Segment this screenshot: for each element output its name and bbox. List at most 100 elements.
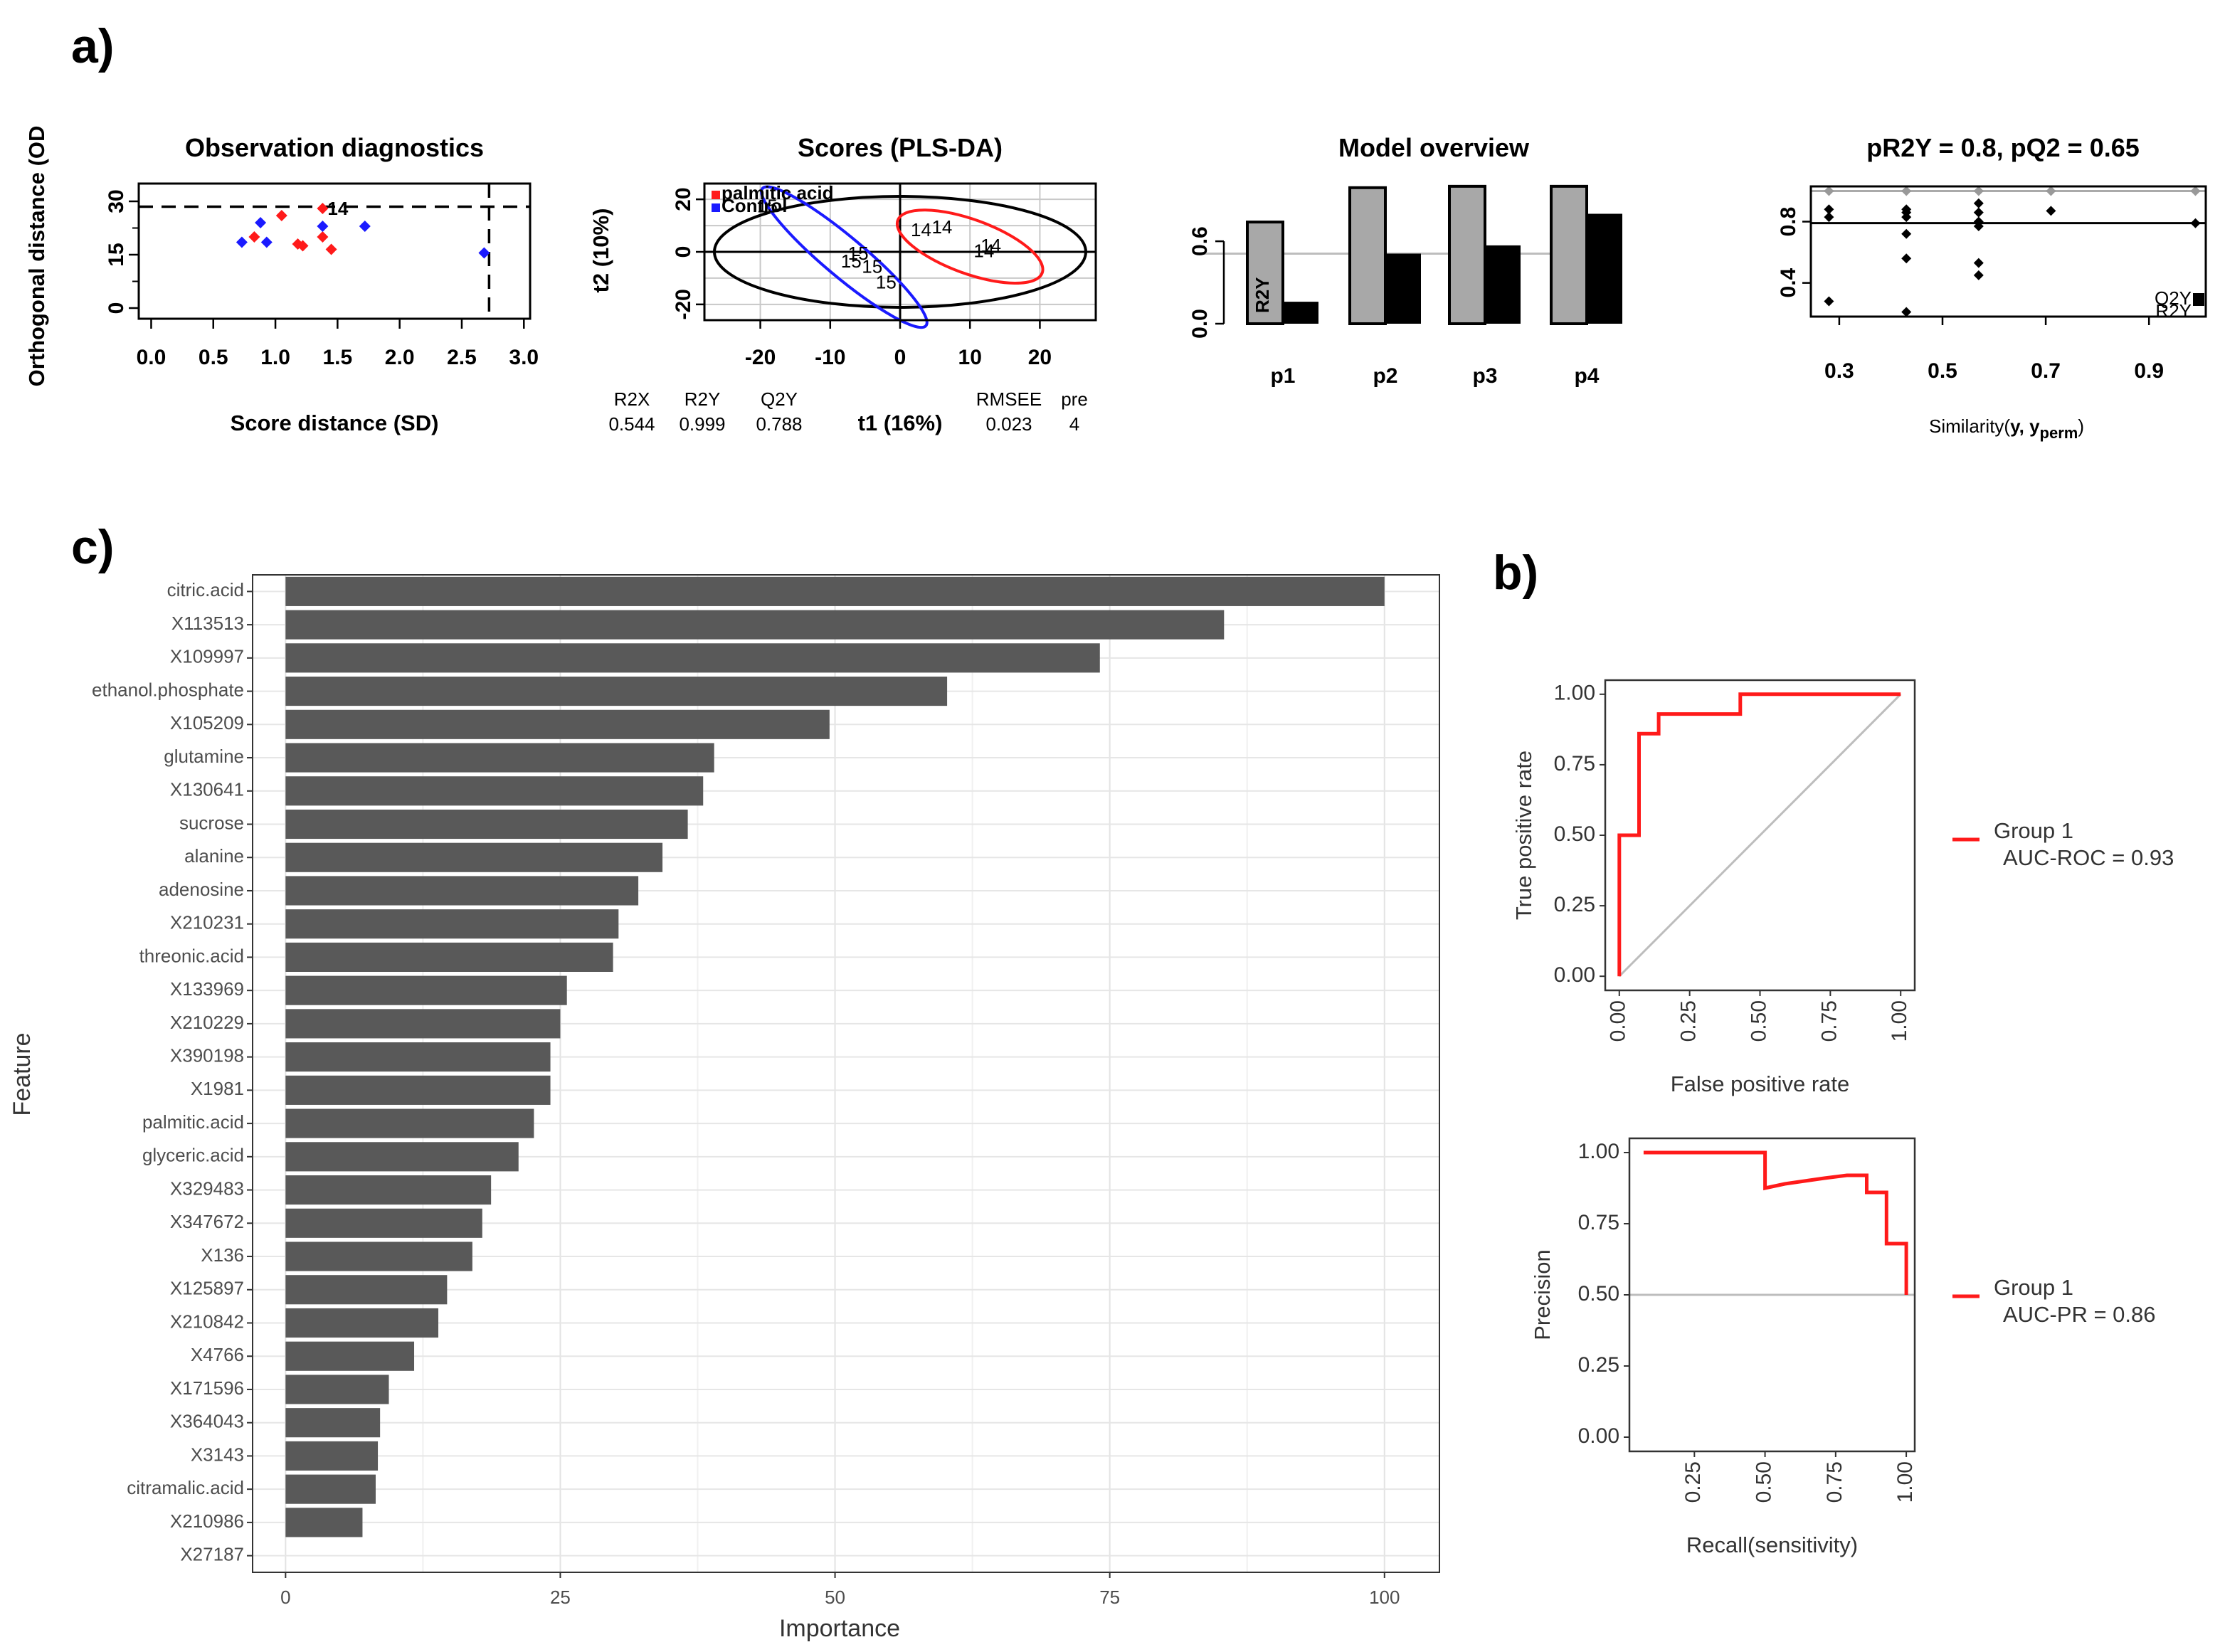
importance-bar (285, 1175, 492, 1205)
importance-bar (285, 942, 613, 972)
chart-title: Scores (PLS-DA) (798, 133, 1003, 162)
x-axis-label: Importance (779, 1615, 900, 1642)
feature-label: X390198 (170, 1045, 244, 1066)
importance-bar (285, 1108, 534, 1138)
y-axis-label: Orthogonal distance (OD (24, 126, 49, 387)
q2y-point (1973, 198, 1984, 208)
importance-bar (285, 1341, 415, 1371)
feature-label: X27187 (180, 1544, 244, 1565)
x-tick-label: 0.0 (137, 346, 166, 369)
x-axis-label: Recall(sensitivity) (1686, 1532, 1858, 1557)
importance-bar (285, 576, 1385, 606)
stat-label: RMSEE (976, 388, 1042, 410)
feature-label: X133969 (170, 978, 244, 1000)
x-label-subscript: perm (2040, 424, 2078, 442)
panel-letter-a: a) (71, 19, 114, 73)
x-tick-label: 0.25 (1677, 1000, 1701, 1042)
x-tick-label: 1.00 (1893, 1461, 1917, 1503)
r2y-bar (1246, 221, 1284, 325)
plot-frame (1809, 185, 2207, 318)
importance-bar (285, 909, 619, 939)
legend-r2y: R2Y (2155, 300, 2192, 322)
palmitic-point-label: 14 (973, 240, 994, 261)
stat-value: 0.544 (608, 413, 655, 435)
control-point-label: 15 (757, 196, 778, 217)
r2y-point (2190, 186, 2201, 196)
red-observation-point (297, 240, 309, 252)
x-tick-label: 0.75 (1823, 1461, 1846, 1503)
importance-bar (285, 743, 714, 773)
x-tick-label: 10 (958, 346, 982, 369)
importance-bar (285, 1275, 448, 1305)
x-tick-label: 0.50 (1752, 1461, 1775, 1503)
stat-value: 0.023 (985, 413, 1032, 435)
y-axis-label: True positive rate (1511, 751, 1536, 920)
x-tick-label: 0.3 (1824, 359, 1854, 383)
feature-label: threonic.acid (139, 945, 244, 966)
control-point-label: 15 (876, 272, 897, 293)
y-tick-label: 0.00 (1578, 1424, 1619, 1448)
feature-label: X210986 (170, 1510, 244, 1532)
r2y-point (1901, 186, 1912, 196)
curve-line (1617, 692, 1901, 977)
y-tick-label: 0.75 (1578, 1211, 1619, 1234)
importance-bar (285, 1375, 389, 1404)
legend-control: Control (722, 195, 787, 216)
feature-label: X3143 (191, 1444, 244, 1465)
blue-observation-point (359, 221, 371, 232)
blue-observation-point (317, 221, 329, 232)
y-tick-label: 0.50 (1578, 1282, 1619, 1306)
x-tick-label: 0.5 (199, 346, 228, 369)
importance-bar (285, 1075, 551, 1105)
control-point-label: 15 (862, 256, 882, 277)
palmitic-point-label: 14 (911, 219, 931, 240)
importance-bar (285, 1474, 376, 1504)
x-tick-label: -10 (815, 346, 845, 369)
stat-label: R2Y (684, 388, 721, 410)
legend-q2y: Q2Y (2155, 287, 2192, 309)
q2y-point (1824, 296, 1834, 307)
outlier-label: 14 (327, 198, 348, 219)
x-axis-label: Similarity(y, yperm) (1929, 415, 2084, 442)
q2y-point (1901, 228, 1912, 239)
feature-label: citric.acid (167, 579, 244, 600)
feature-label: X364043 (170, 1411, 244, 1432)
x-tick-label: 20 (1028, 346, 1052, 369)
importance-bar (285, 1208, 482, 1238)
importance-bar (285, 776, 704, 806)
legend-swatch-blue (712, 203, 720, 212)
x-label-bold: y, y (2010, 415, 2040, 437)
stat-value: 4 (1069, 413, 1079, 435)
x-tick-label: 0 (280, 1587, 290, 1608)
x-axis-label: Score distance (SD) (231, 411, 439, 435)
blue-observation-point (260, 236, 273, 248)
importance-bar (285, 610, 1225, 640)
q2y-point (2046, 206, 2056, 216)
blue-observation-point (236, 236, 248, 248)
y-tick-label: 0.25 (1578, 1353, 1619, 1377)
q2y-point (1901, 212, 1912, 223)
feature-label: glyceric.acid (142, 1145, 244, 1166)
stat-label: pre (1061, 388, 1088, 410)
x-axis-label: False positive rate (1671, 1071, 1850, 1096)
feature-label: X210842 (170, 1311, 244, 1332)
model-overview-chart: Model overview p1 p2 p3 p4 R2Y 0.0 0.6 (1188, 133, 1622, 388)
feature-label: glutamine (164, 746, 244, 767)
q2y-bar (1587, 213, 1622, 324)
feature-label: X1981 (191, 1078, 244, 1099)
y-tick-label: 20 (672, 187, 695, 211)
r2y-point (1824, 186, 1834, 196)
legend-group: Group 1 (1994, 818, 2073, 843)
q2y-point (1973, 258, 1984, 268)
feature-label: X125897 (170, 1278, 244, 1299)
importance-bar (285, 1508, 363, 1537)
red-observation-point (317, 203, 329, 214)
y-tick-label: 0.75 (1554, 752, 1595, 775)
feature-label: citramalic.acid (127, 1477, 244, 1498)
importance-bar (285, 677, 948, 706)
diagonal-reference (1618, 693, 1902, 978)
feature-label: sucrose (179, 812, 244, 833)
x-tick-label: 0.00 (1607, 1000, 1630, 1042)
r2y-point (2046, 186, 2056, 196)
stat-value: 0.999 (679, 413, 725, 435)
